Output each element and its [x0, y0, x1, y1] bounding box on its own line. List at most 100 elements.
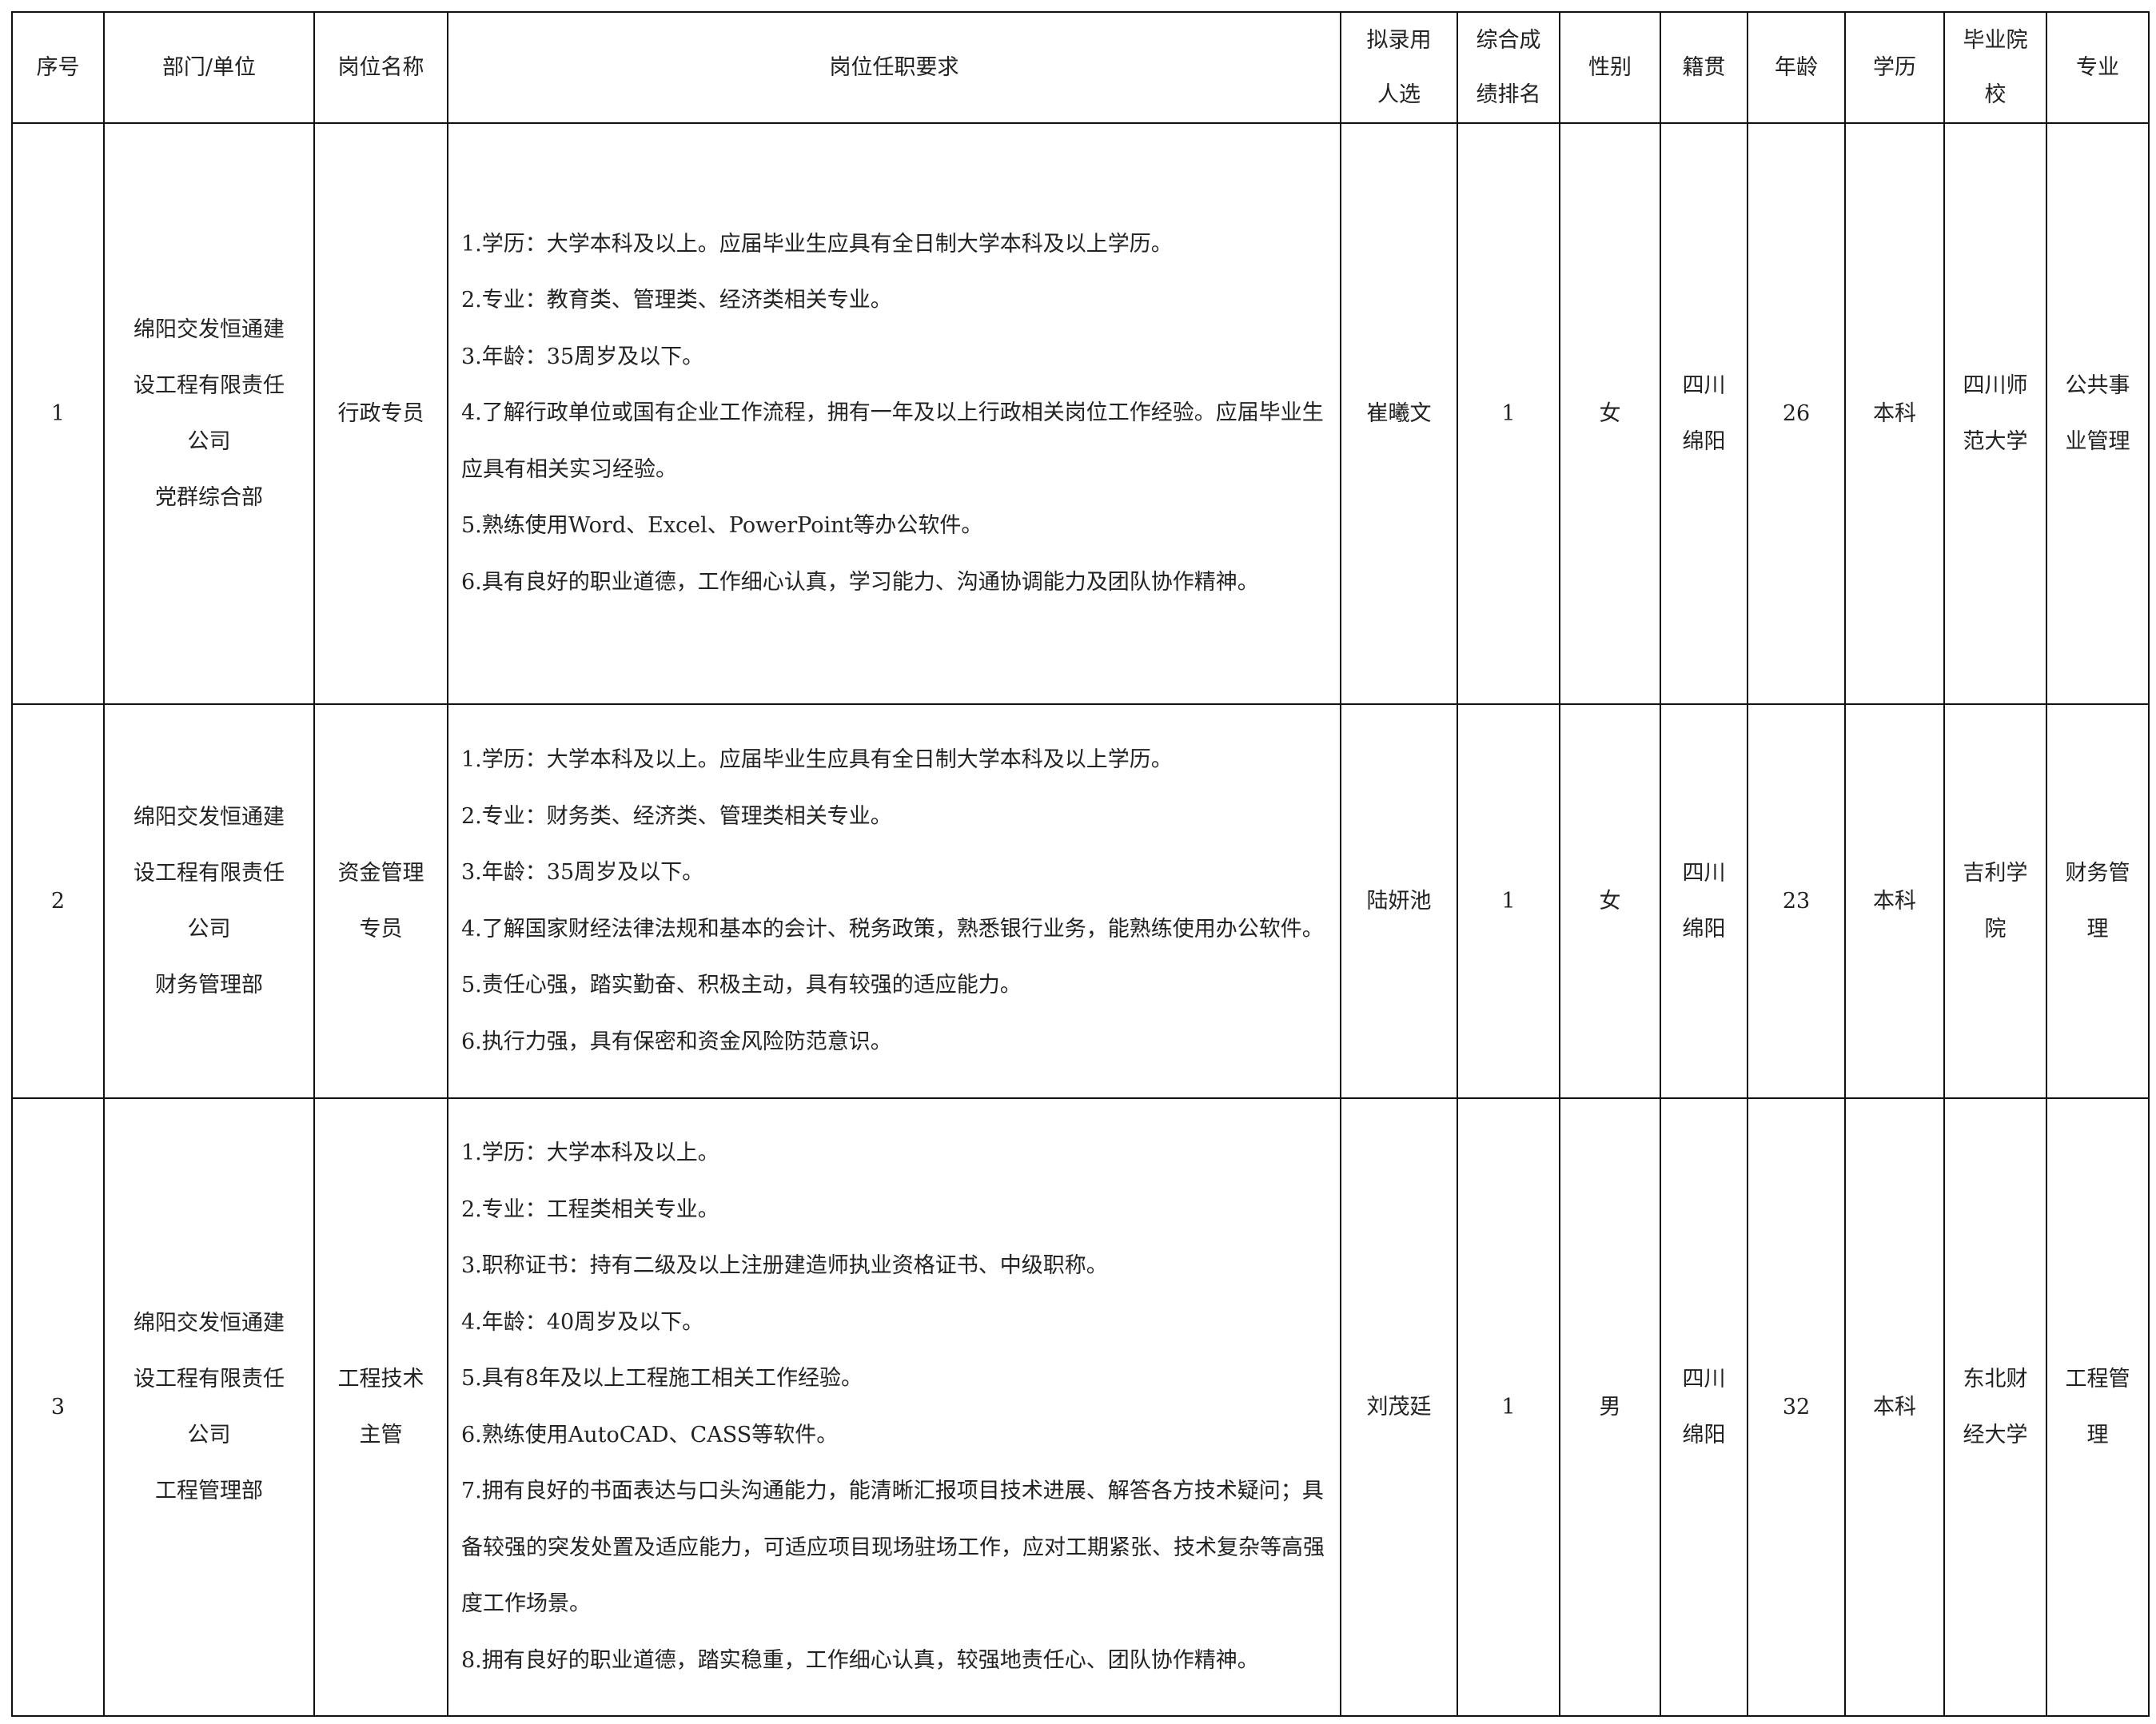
requirement-item: 2.专业：教育类、管理类、经济类相关专业。 [461, 288, 892, 313]
requirement-item: 5.熟练使用Word、Excel、PowerPoint等办公软件。 [461, 513, 983, 539]
cell-age: 26 [1747, 122, 1846, 705]
header-education: 学历 [1844, 11, 1945, 124]
cell-candidate: 陆妍池 [1340, 703, 1458, 1099]
requirement-item: 4.了解国家财经法律法规和基本的会计、税务政策，熟悉银行业务，能熟练使用办公软件… [461, 916, 1324, 942]
cell-age: 23 [1747, 703, 1846, 1099]
origin-line: 四川 [1682, 860, 1726, 886]
cell-dept: 绵阳交发恒通建 设工程有限责任 公司党群综合部 [103, 122, 315, 705]
header-rank: 综合成 绩排名 [1457, 11, 1560, 124]
header-school-label: 毕业院校 [1963, 27, 2028, 107]
origin-line: 绵阳 [1682, 428, 1726, 454]
cell-gender: 男 [1559, 1097, 1661, 1717]
requirement-item: 3.年龄：35周岁及以下。 [461, 860, 704, 885]
requirement-item: 4.年龄：40周岁及以下。 [461, 1309, 704, 1335]
dept-line: 设工程有限责任 [134, 1366, 285, 1392]
school-line: 东北财 [1963, 1366, 2028, 1392]
requirement-item: 2.专业：工程类相关专业。 [461, 1196, 719, 1222]
cell-age: 32 [1747, 1097, 1846, 1717]
cell-position: 资金管理 专员 [313, 703, 448, 1099]
major-line: 公共事 [2065, 372, 2130, 398]
requirement-item: 4.了解行政单位或国有企业工作流程，拥有一年及以上行政相关岗位工作经验。应届毕业… [461, 400, 1324, 482]
cell-major: 财务管理 [2046, 703, 2150, 1099]
header-no: 序号 [11, 11, 105, 124]
cell-dept: 绵阳交发恒通建 设工程有限责任 公司 财务管理部 [103, 703, 315, 1099]
dept-line: 绵阳交发恒通建 [134, 1310, 285, 1336]
cell-requirements: 1.学历：大学本科及以上。应届毕业生应具有全日制大学本科及以上学历。 2.专业：教… [447, 122, 1341, 705]
header-candidate-label: 拟录用人选 [1366, 27, 1432, 107]
cell-position: 工程技术 主管 [313, 1097, 448, 1717]
cell-no: 1 [11, 122, 105, 705]
origin-line: 四川 [1682, 1366, 1726, 1392]
school-line: 吉利学 [1963, 860, 2028, 886]
cell-no: 2 [11, 703, 105, 1099]
cell-requirements: 1.学历：大学本科及以上。应届毕业生应具有全日制大学本科及以上学历。 2.专业：财… [447, 703, 1341, 1099]
header-age: 年龄 [1747, 11, 1846, 124]
position-line: 资金管理 [337, 860, 424, 886]
major-line: 理 [2086, 1422, 2109, 1447]
header-candidate: 拟录用人选 [1340, 11, 1458, 124]
header-major: 专业 [2046, 11, 2150, 124]
requirement-item: 6.具有良好的职业道德，工作细心认真，学习能力、沟通协调能力及团队协作精神。 [461, 569, 1259, 595]
cell-position: 行政专员 [313, 122, 448, 705]
requirement-item: 3.年龄：35周岁及以下。 [461, 344, 704, 369]
header-position: 岗位名称 [313, 11, 448, 124]
dept-line: 公司 [187, 428, 231, 454]
cell-school: 东北财 经大学 [1943, 1097, 2047, 1717]
header-school: 毕业院校 [1943, 11, 2047, 124]
cell-rank: 1 [1457, 703, 1560, 1099]
cell-candidate: 刘茂廷 [1340, 1097, 1458, 1717]
position-line: 行政专员 [337, 400, 424, 426]
position-line: 专员 [359, 916, 403, 942]
requirement-item: 1.学历：大学本科及以上。 [461, 1141, 719, 1165]
dept-line: 设工程有限责任 [134, 372, 285, 398]
position-line: 主管 [359, 1422, 403, 1447]
requirement-item: 1.学历：大学本科及以上。应届毕业生应具有全日制大学本科及以上学历。 [461, 747, 1173, 772]
dept-line: 党群综合部 [155, 484, 263, 510]
school-line: 经大学 [1963, 1422, 2028, 1447]
dept-line: 财务管理部 [155, 972, 263, 997]
header-origin: 籍贯 [1660, 11, 1748, 124]
requirement-item: 1.学历：大学本科及以上。应届毕业生应具有全日制大学本科及以上学历。 [461, 231, 1173, 257]
header-gender: 性别 [1559, 11, 1661, 124]
dept-line: 工程管理部 [155, 1478, 263, 1503]
requirement-item: 6.执行力强，具有保密和资金风险防范意识。 [461, 1029, 892, 1054]
major-line: 业管理 [2065, 428, 2130, 454]
cell-origin: 四川 绵阳 [1660, 703, 1748, 1099]
cell-major: 工程管理 [2046, 1097, 2150, 1717]
dept-line: 公司 [187, 1422, 231, 1447]
cell-rank: 1 [1457, 122, 1560, 705]
cell-origin: 四川 绵阳 [1660, 122, 1748, 705]
cell-education: 本科 [1844, 1097, 1945, 1717]
header-dept: 部门/单位 [103, 11, 315, 124]
dept-line: 设工程有限责任 [134, 860, 285, 886]
cell-education: 本科 [1844, 122, 1945, 705]
cell-requirements: 1.学历：大学本科及以上。 2.专业：工程类相关专业。 3.职称证书：持有二级及以上… [447, 1097, 1341, 1717]
position-line: 工程技术 [337, 1366, 424, 1392]
cell-major: 公共事 业管理 [2046, 122, 2150, 705]
requirement-item: 6.熟练使用AutoCAD、CASS等软件。 [461, 1422, 839, 1447]
requirement-item: 2.专业：财务类、经济类、管理类相关专业。 [461, 803, 892, 829]
header-line: 绩排名 [1476, 82, 1541, 107]
requirement-item: 7.拥有良好的书面表达与口头沟通能力，能清晰汇报项目技术进展、解答各方技术疑问；… [461, 1479, 1325, 1616]
origin-line: 绵阳 [1682, 916, 1726, 942]
table-row: 2 绵阳交发恒通建 设工程有限责任 公司 财务管理部 资金管理 专员 1.学历：大学本科及以上… [11, 703, 2150, 1099]
requirement-item: 3.职称证书：持有二级及以上注册建造师执业资格证书、中级职称。 [461, 1253, 1108, 1278]
dept-line: 公司 [187, 916, 231, 942]
table-row: 3 绵阳交发恒通建 设工程有限责任 公司 工程管理部 工程技术 主管 1.学历：大学本科及以上… [11, 1097, 2150, 1717]
cell-gender: 女 [1559, 122, 1661, 705]
cell-dept: 绵阳交发恒通建 设工程有限责任 公司工程管理部 [103, 1097, 315, 1717]
cell-school: 吉利学院 [1943, 703, 2047, 1099]
school-line: 范大学 [1963, 428, 2028, 454]
cell-origin: 四川 绵阳 [1660, 1097, 1748, 1717]
school-line: 四川师 [1963, 372, 2028, 398]
header-row: 序号 部门/单位 岗位名称 岗位任职要求 拟录用人选 综合成 绩排名 性别 籍贯 … [11, 11, 2150, 124]
requirement-item: 8.拥有良好的职业道德，踏实稳重，工作细心认真，较强地责任心、团队协作精神。 [461, 1647, 1259, 1673]
cell-gender: 女 [1559, 703, 1661, 1099]
major-line: 工程管 [2065, 1366, 2130, 1392]
hiring-table: 序号 部门/单位 岗位名称 岗位任职要求 拟录用人选 综合成 绩排名 性别 籍贯 … [11, 11, 2150, 1717]
dept-line: 绵阳交发恒通建 [134, 317, 285, 342]
cell-no: 3 [11, 1097, 105, 1717]
requirement-item: 5.责任心强，踏实勤奋、积极主动，具有较强的适应能力。 [461, 973, 1022, 997]
cell-school: 四川师 范大学 [1943, 122, 2047, 705]
major-line: 理 [2086, 916, 2109, 942]
